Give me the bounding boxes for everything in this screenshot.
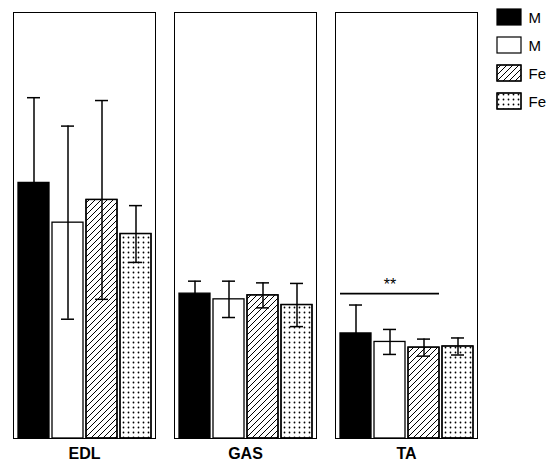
svg-text:**: **	[384, 276, 396, 293]
svg-text:EDL: EDL	[69, 445, 101, 462]
html-text:Fe: Fe	[528, 64, 546, 82]
html-text:M: M	[528, 36, 541, 54]
html-text:M: M	[528, 8, 541, 26]
html-text:Fe: Fe	[528, 92, 546, 110]
svg-text:TA: TA	[396, 445, 417, 462]
svg-text:GAS: GAS	[228, 445, 263, 462]
